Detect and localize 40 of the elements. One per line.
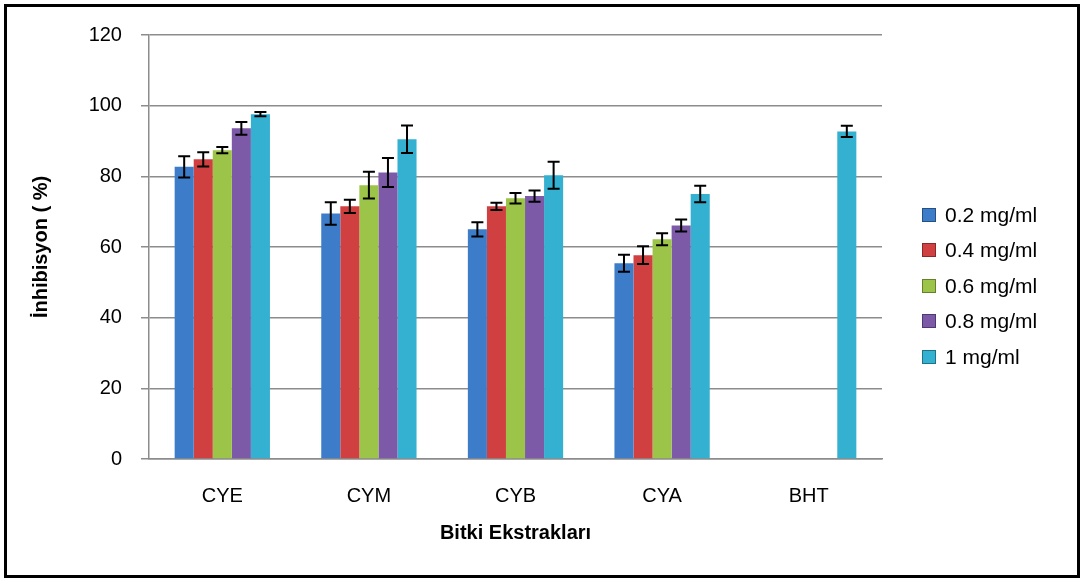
bar (505, 198, 526, 459)
bar (231, 128, 251, 459)
bar (671, 225, 691, 459)
y-tick-label: 120 (88, 22, 122, 45)
bar (340, 206, 360, 459)
bar (467, 229, 487, 459)
x-tick-label: CYE (201, 483, 243, 506)
y-tick-label: 20 (99, 375, 122, 398)
x-tick-label: CYA (642, 483, 683, 506)
bar (174, 166, 194, 459)
bar (614, 263, 634, 459)
legend-label: 0.8 mg/ml (945, 309, 1038, 334)
legend-label: 0.2 mg/ml (945, 202, 1038, 227)
x-tick-label: CYB (494, 483, 537, 506)
legend-label: 1 mg/ml (945, 344, 1020, 369)
x-axis-title: Bitki Ekstrakları (439, 520, 592, 543)
y-tick-label: 80 (99, 163, 122, 186)
bar (525, 196, 545, 459)
legend-label: 0.4 mg/ml (945, 238, 1038, 263)
bar (397, 139, 417, 459)
bar (193, 159, 213, 459)
bar (250, 114, 270, 459)
y-tick-label: 40 (99, 305, 122, 328)
bar (652, 239, 672, 459)
x-tick-label: BHT (788, 483, 829, 506)
y-tick-label: 100 (88, 93, 122, 116)
bar (321, 213, 341, 459)
bar (378, 172, 398, 459)
bar (690, 194, 710, 459)
y-tick-label: 0 (110, 446, 122, 469)
bar (633, 255, 653, 459)
bar (212, 150, 232, 459)
x-tick-label: CYM (346, 483, 392, 506)
y-tick-label: 60 (99, 234, 122, 257)
y-axis-title: İnhibisyon ( %) (28, 175, 51, 319)
bar (486, 206, 506, 459)
bar (837, 131, 857, 459)
legend-label: 0.6 mg/ml (945, 273, 1038, 298)
bar (544, 175, 564, 459)
bar (359, 185, 379, 459)
